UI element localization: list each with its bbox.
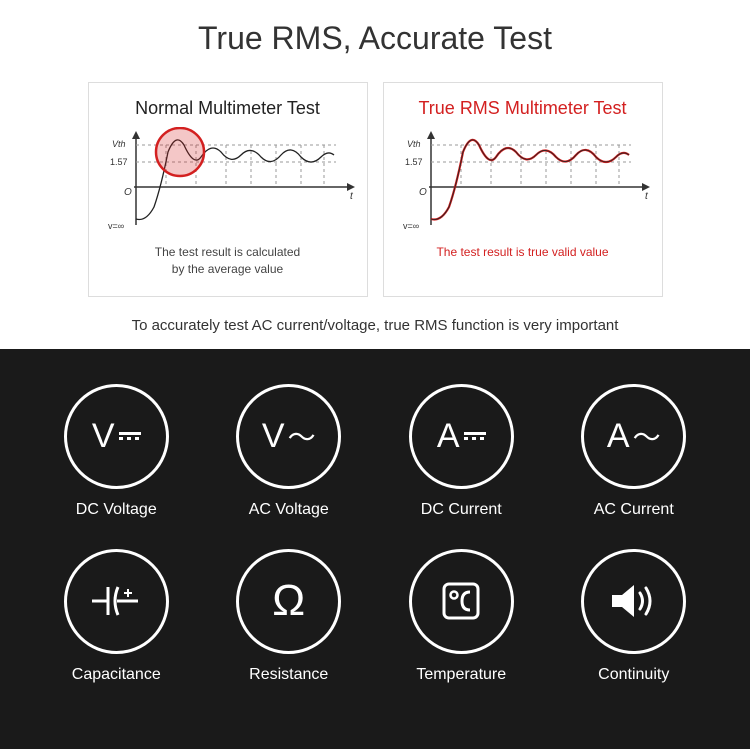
svg-text:v=∞: v=∞ <box>108 221 124 231</box>
svg-text:O: O <box>124 187 132 198</box>
svg-text:Vth: Vth <box>407 139 421 149</box>
dc-voltage-label: DC Voltage <box>76 501 157 519</box>
ac-current-icon: A〜 <box>581 384 686 489</box>
subtitle-text: To accurately test AC current/voltage, t… <box>40 317 710 334</box>
comparison-panels: Normal Multimeter Test Vth 1.57 O t <box>40 82 710 297</box>
feature-continuity: Continuity <box>581 549 686 684</box>
capacitance-label: Capacitance <box>72 666 161 684</box>
svg-text:Vth: Vth <box>112 139 126 149</box>
svg-text:v=∞: v=∞ <box>403 221 419 231</box>
feature-ac-voltage: V〜 AC Voltage <box>236 384 341 519</box>
dc-voltage-icon: V <box>64 384 169 489</box>
highlight-circle-icon <box>156 128 204 176</box>
svg-text:1.57: 1.57 <box>405 157 423 167</box>
feature-temperature: Temperature <box>409 549 514 684</box>
resistance-label: Resistance <box>249 666 328 684</box>
capacitance-icon <box>64 549 169 654</box>
svg-text:t: t <box>645 191 649 202</box>
panel-rms: True RMS Multimeter Test Vth 1.57 O t <box>383 82 663 297</box>
svg-text:t: t <box>350 191 354 202</box>
waveform-normal-svg: Vth 1.57 O t v=∞ <box>106 127 361 232</box>
svg-text:O: O <box>419 187 427 198</box>
temperature-icon <box>409 549 514 654</box>
temperature-label: Temperature <box>416 666 506 684</box>
dc-current-icon: A <box>409 384 514 489</box>
panel-normal-caption: The test result is calculated by the ave… <box>101 244 355 278</box>
top-section: True RMS, Accurate Test Normal Multimete… <box>0 0 750 349</box>
feature-dc-current: A DC Current <box>409 384 514 519</box>
resistance-icon: Ω <box>236 549 341 654</box>
features-section: V DC Voltage V〜 AC Voltage A DC Current … <box>0 349 750 749</box>
continuity-label: Continuity <box>598 666 669 684</box>
feature-capacitance: Capacitance <box>64 549 169 684</box>
main-title: True RMS, Accurate Test <box>40 20 710 57</box>
svg-text:1.57: 1.57 <box>110 157 128 167</box>
feature-resistance: Ω Resistance <box>236 549 341 684</box>
chart-rms: Vth 1.57 O t v=∞ <box>401 127 645 232</box>
panel-rms-caption: The test result is true valid value <box>396 244 650 261</box>
ac-voltage-label: AC Voltage <box>249 501 329 519</box>
feature-dc-voltage: V DC Voltage <box>64 384 169 519</box>
chart-normal: Vth 1.57 O t v=∞ <box>106 127 350 232</box>
dc-current-label: DC Current <box>421 501 502 519</box>
waveform-rms-svg: Vth 1.57 O t v=∞ <box>401 127 656 232</box>
ac-voltage-icon: V〜 <box>236 384 341 489</box>
continuity-icon <box>581 549 686 654</box>
panel-normal: Normal Multimeter Test Vth 1.57 O t <box>88 82 368 297</box>
icon-grid: V DC Voltage V〜 AC Voltage A DC Current … <box>40 384 710 684</box>
feature-ac-current: A〜 AC Current <box>581 384 686 519</box>
ac-current-label: AC Current <box>594 501 674 519</box>
panel-normal-title: Normal Multimeter Test <box>101 98 355 119</box>
panel-rms-title: True RMS Multimeter Test <box>396 98 650 119</box>
